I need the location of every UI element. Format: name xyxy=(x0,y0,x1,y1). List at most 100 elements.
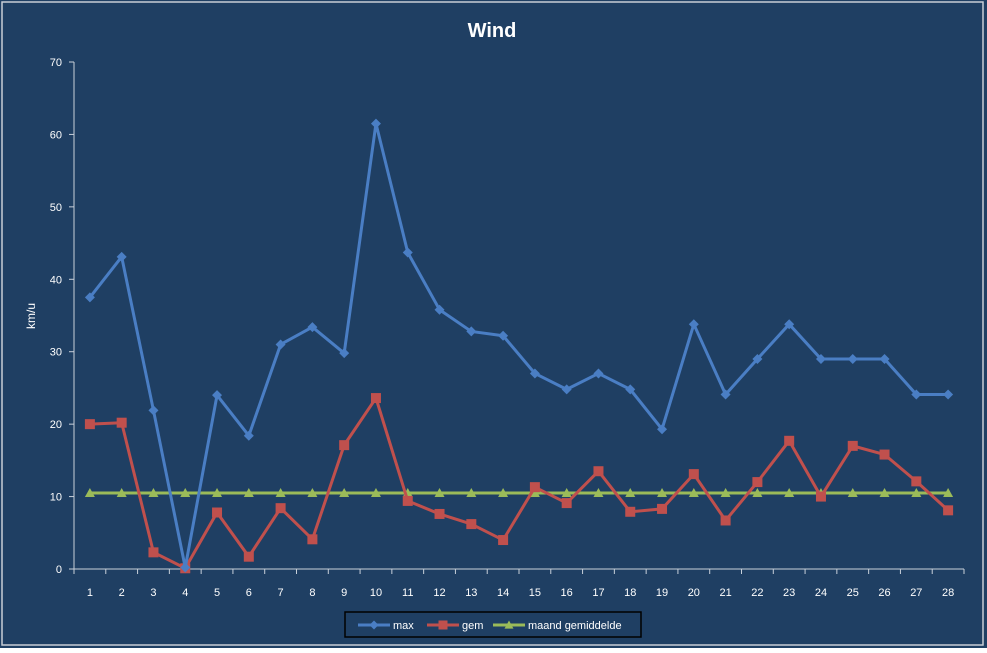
data-point xyxy=(212,390,223,401)
x-tick-label: 17 xyxy=(592,587,604,599)
data-point xyxy=(815,491,826,502)
x-tick-label: 15 xyxy=(529,587,541,599)
data-point xyxy=(593,487,604,497)
x-tick-label: 2 xyxy=(119,587,125,599)
data-point xyxy=(339,348,350,359)
data-point xyxy=(434,487,445,497)
data-point xyxy=(720,515,731,526)
data-point xyxy=(148,405,159,416)
x-tick-label: 1 xyxy=(87,587,93,599)
data-point xyxy=(275,503,286,514)
data-point xyxy=(879,449,890,460)
y-tick-label: 50 xyxy=(50,202,62,214)
data-point xyxy=(148,487,159,497)
data-point xyxy=(688,319,699,330)
data-point xyxy=(84,487,95,497)
x-tick-label: 4 xyxy=(182,587,188,599)
data-point xyxy=(879,487,890,497)
legend-marker xyxy=(504,620,514,629)
data-point xyxy=(879,353,890,364)
x-tick-label: 21 xyxy=(719,587,731,599)
data-point xyxy=(752,353,763,364)
x-tick-label: 20 xyxy=(688,587,700,599)
x-tick-label: 19 xyxy=(656,587,668,599)
legend-marker xyxy=(438,620,448,630)
x-tick-label: 11 xyxy=(402,587,413,599)
data-point xyxy=(180,562,191,573)
data-point xyxy=(116,251,127,262)
data-point xyxy=(434,508,445,519)
legend-marker xyxy=(369,620,379,630)
x-tick-label: 12 xyxy=(433,587,445,599)
data-point xyxy=(561,498,572,509)
data-point xyxy=(529,368,540,379)
y-tick-label: 0 xyxy=(56,564,62,576)
series-max xyxy=(84,118,954,573)
data-point xyxy=(720,389,731,400)
series-line xyxy=(89,396,950,570)
data-point xyxy=(847,440,858,451)
data-point xyxy=(561,487,572,497)
data-point xyxy=(307,534,318,545)
data-point xyxy=(243,430,254,441)
y-tick-label: 10 xyxy=(50,492,62,504)
data-point xyxy=(784,487,795,497)
x-tick-label: 7 xyxy=(278,587,284,599)
data-point xyxy=(688,487,699,497)
data-point xyxy=(275,487,286,497)
data-point xyxy=(784,319,795,330)
data-point xyxy=(593,368,604,379)
data-point xyxy=(847,353,858,364)
data-point xyxy=(625,384,636,395)
data-point xyxy=(911,389,922,400)
series-layer xyxy=(84,118,954,574)
data-point xyxy=(943,505,954,516)
y-tick-label: 60 xyxy=(50,129,62,141)
data-point xyxy=(911,487,922,497)
data-point xyxy=(212,507,223,518)
data-point xyxy=(625,487,636,497)
data-point xyxy=(212,487,223,497)
data-point xyxy=(657,487,668,497)
data-point xyxy=(752,487,763,497)
y-tick-label: 30 xyxy=(50,347,62,359)
data-point xyxy=(339,487,350,497)
data-point xyxy=(402,247,413,258)
data-point xyxy=(593,466,604,477)
data-point xyxy=(815,353,826,364)
legend-label: gem xyxy=(462,620,483,632)
data-point xyxy=(275,339,286,350)
x-tick-label: 8 xyxy=(309,587,315,599)
x-tick-label: 25 xyxy=(847,587,859,599)
x-tick-label: 9 xyxy=(341,587,347,599)
data-point xyxy=(657,424,668,435)
data-point xyxy=(339,440,350,451)
data-point xyxy=(434,304,445,315)
legend-box xyxy=(344,611,642,638)
data-point xyxy=(466,519,477,530)
x-tick-label: 6 xyxy=(246,587,252,599)
data-point xyxy=(116,417,127,428)
legend: max gem maand gemiddelde xyxy=(344,611,642,638)
y-tick-label: 70 xyxy=(50,57,62,69)
data-point xyxy=(943,389,954,400)
x-tick-label: 13 xyxy=(465,587,477,599)
x-tick-label: 28 xyxy=(942,587,954,599)
data-point xyxy=(370,118,381,129)
series-maand-gemiddelde xyxy=(84,487,954,497)
x-tick-label: 26 xyxy=(878,587,890,599)
data-point xyxy=(720,487,731,497)
y-axis-label: km/u xyxy=(24,303,38,329)
data-point xyxy=(466,326,477,337)
legend-label: maand gemiddelde xyxy=(528,620,622,632)
data-point xyxy=(307,487,318,497)
data-point xyxy=(561,384,572,395)
data-point xyxy=(529,487,540,497)
x-tick-label: 5 xyxy=(214,587,220,599)
data-point xyxy=(498,487,509,497)
x-tick-label: 23 xyxy=(783,587,795,599)
